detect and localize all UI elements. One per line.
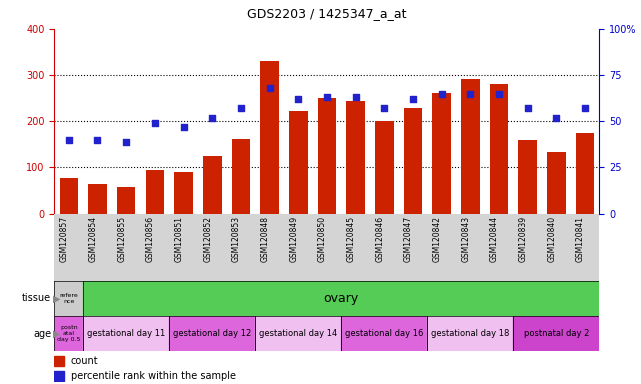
Bar <box>576 133 594 214</box>
Text: postn
atal
day 0.5: postn atal day 0.5 <box>57 325 81 342</box>
Bar <box>54 371 64 381</box>
Text: gestational day 12: gestational day 12 <box>173 329 251 338</box>
Text: percentile rank within the sample: percentile rank within the sample <box>71 371 236 381</box>
Bar <box>83 316 169 351</box>
Bar <box>519 140 537 214</box>
Text: gestational day 14: gestational day 14 <box>259 329 337 338</box>
Text: GSM120852: GSM120852 <box>203 215 212 262</box>
Text: GSM120851: GSM120851 <box>174 215 183 262</box>
Bar <box>461 79 479 214</box>
Bar <box>88 184 107 214</box>
Point <box>351 94 361 101</box>
Text: GSM120856: GSM120856 <box>146 215 155 262</box>
Bar <box>547 152 565 214</box>
FancyBboxPatch shape <box>54 281 83 316</box>
Text: GSM120841: GSM120841 <box>576 215 585 262</box>
Text: GSM120850: GSM120850 <box>318 215 327 262</box>
Point <box>437 91 447 97</box>
Point <box>494 91 504 97</box>
Bar <box>289 111 308 214</box>
Bar <box>428 316 513 351</box>
Text: ▶: ▶ <box>53 293 61 303</box>
Bar <box>169 316 255 351</box>
Bar <box>146 170 164 214</box>
Point <box>178 124 188 130</box>
Text: GSM120842: GSM120842 <box>433 215 442 262</box>
Text: postnatal day 2: postnatal day 2 <box>524 329 589 338</box>
Text: GSM120839: GSM120839 <box>519 215 528 262</box>
Text: gestational day 16: gestational day 16 <box>345 329 424 338</box>
Point <box>322 94 332 101</box>
Bar <box>513 316 599 351</box>
Text: GSM120845: GSM120845 <box>347 215 356 262</box>
Bar <box>203 156 222 214</box>
Bar <box>174 172 193 214</box>
Point <box>265 85 275 91</box>
Text: GSM120849: GSM120849 <box>289 215 298 262</box>
Text: age: age <box>33 329 51 339</box>
Point <box>580 105 590 111</box>
Text: ▶: ▶ <box>53 329 61 339</box>
Point <box>522 105 533 111</box>
Bar <box>404 108 422 214</box>
Point <box>121 139 131 145</box>
Point <box>551 114 562 121</box>
Point <box>63 137 74 143</box>
Text: GSM120854: GSM120854 <box>88 215 97 262</box>
Bar <box>432 93 451 214</box>
Text: GSM120847: GSM120847 <box>404 215 413 262</box>
Text: refere
nce: refere nce <box>60 293 78 304</box>
Text: GSM120843: GSM120843 <box>462 215 470 262</box>
Text: ovary: ovary <box>324 292 359 305</box>
Point <box>150 120 160 126</box>
Bar <box>54 356 64 366</box>
Text: GSM120855: GSM120855 <box>117 215 126 262</box>
Text: tissue: tissue <box>22 293 51 303</box>
Bar <box>255 316 341 351</box>
Bar <box>60 177 78 214</box>
Text: gestational day 18: gestational day 18 <box>431 329 510 338</box>
Text: gestational day 11: gestational day 11 <box>87 329 165 338</box>
Bar <box>317 98 337 214</box>
Text: count: count <box>71 356 99 366</box>
Point <box>236 105 246 111</box>
Text: GSM120846: GSM120846 <box>375 215 384 262</box>
Point <box>92 137 103 143</box>
Bar <box>490 84 508 214</box>
Bar <box>260 61 279 214</box>
Text: GSM120857: GSM120857 <box>60 215 69 262</box>
Text: GSM120844: GSM120844 <box>490 215 499 262</box>
Bar <box>117 187 135 214</box>
Bar <box>341 316 428 351</box>
Bar <box>54 316 83 351</box>
Point <box>465 91 476 97</box>
Point <box>408 96 418 102</box>
Point <box>207 114 217 121</box>
Text: GSM120840: GSM120840 <box>547 215 556 262</box>
Bar <box>375 121 394 214</box>
Text: GSM120848: GSM120848 <box>260 215 270 262</box>
Bar <box>346 101 365 214</box>
Point <box>293 96 303 102</box>
Point <box>379 105 389 111</box>
Bar <box>231 139 250 214</box>
Text: GSM120853: GSM120853 <box>232 215 241 262</box>
FancyBboxPatch shape <box>83 281 599 316</box>
Text: GDS2203 / 1425347_a_at: GDS2203 / 1425347_a_at <box>247 7 406 20</box>
